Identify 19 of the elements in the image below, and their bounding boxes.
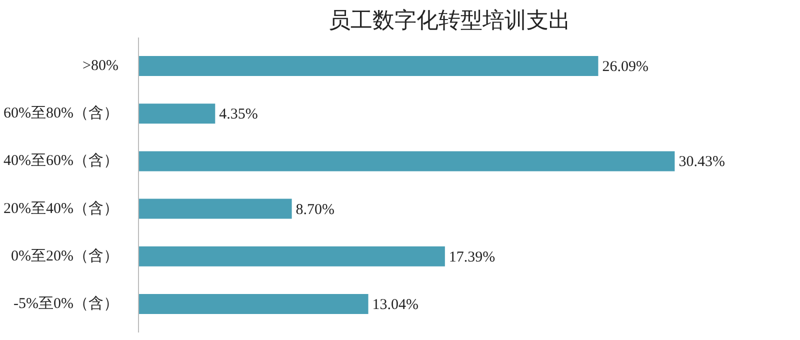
y-tick-label: -5%至0%（含） [14,294,119,312]
bar [138,198,292,219]
y-tick-label: 20%至40%（含） [4,200,119,217]
y-tick-label: 0%至20%（含） [11,247,119,264]
chart-title: 员工数字化转型培训支出 [328,8,570,32]
y-tick-label: 60%至80%（含） [4,104,119,122]
data-label: 8.70% [296,202,335,218]
bar [138,294,368,314]
data-label: 13.04% [372,296,419,313]
data-label: 30.43% [678,154,725,170]
bar [138,56,598,76]
bar [138,151,675,172]
bar [138,104,216,124]
y-tick-label: >80% [82,58,119,74]
data-label: 4.35% [219,106,258,123]
y-tick-label: 40%至60%（含） [4,152,119,170]
data-label: 17.39% [448,249,496,266]
bar [138,246,445,266]
data-label: 26.09% [602,59,648,76]
